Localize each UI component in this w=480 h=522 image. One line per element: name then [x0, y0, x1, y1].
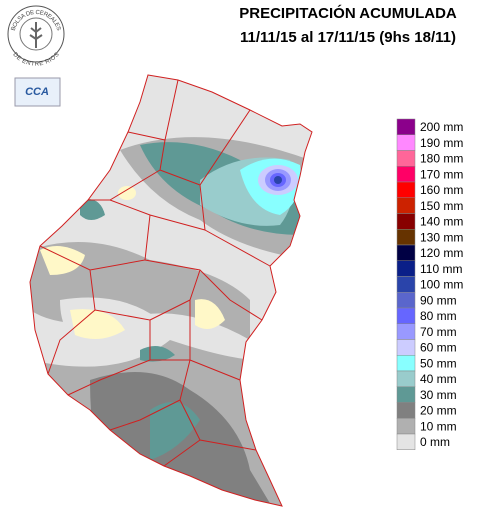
map-subtitle: 11/11/15 al 17/11/15 (9hs 18/11)	[240, 29, 456, 46]
legend-label: 100 mm	[420, 278, 463, 292]
legend-label: 30 mm	[420, 388, 457, 402]
legend-swatch	[396, 150, 416, 167]
legend-swatch	[396, 229, 416, 246]
legend-label: 190 mm	[420, 136, 463, 150]
legend-label: 70 mm	[420, 325, 457, 339]
legend-swatch	[396, 355, 416, 372]
legend-label: 80 mm	[420, 309, 457, 323]
cca-badge	[14, 77, 61, 107]
legend-swatch	[396, 370, 416, 387]
logo: BOLSA DE CEREALES DE ENTRE RIOS CCA	[7, 5, 65, 107]
legend-label: 170 mm	[420, 167, 463, 181]
legend-swatch	[396, 323, 416, 340]
legend-label: 20 mm	[420, 404, 457, 418]
legend-label: 40 mm	[420, 372, 457, 386]
legend-swatch	[396, 418, 416, 435]
legend-label: 140 mm	[420, 215, 463, 229]
legend-swatch	[396, 402, 416, 419]
legend-label: 130 mm	[420, 230, 463, 244]
legend-label: 50 mm	[420, 356, 457, 370]
legend-swatch	[396, 307, 416, 324]
legend-swatch	[396, 181, 416, 198]
legend-label: 150 mm	[420, 199, 463, 213]
legend-label: 60 mm	[420, 341, 457, 355]
legend-swatch	[396, 386, 416, 403]
map-title: PRECIPITACIÓN ACUMULADA	[239, 4, 457, 22]
legend-swatch	[396, 197, 416, 214]
legend-swatch	[396, 244, 416, 261]
legend-swatch	[396, 292, 416, 309]
legend-label: 110 mm	[420, 262, 462, 276]
legend-label: 10 mm	[420, 419, 457, 433]
legend-label: 0 mm	[420, 435, 450, 449]
legend-swatch	[396, 213, 416, 230]
province-map	[29, 74, 313, 507]
legend-swatch	[396, 134, 416, 151]
legend-swatch	[396, 276, 416, 293]
legend-label: 120 mm	[420, 246, 463, 260]
legend-label: 160 mm	[420, 183, 463, 197]
legend-swatch	[396, 166, 416, 183]
legend-label: 180 mm	[420, 152, 463, 166]
legend-swatch	[396, 433, 416, 450]
legend-swatch	[396, 260, 416, 277]
legend-swatch	[396, 118, 416, 135]
legend-label: 90 mm	[420, 293, 457, 307]
cca-text: CCA	[25, 86, 49, 98]
legend-label: 200 mm	[420, 120, 463, 134]
legend-swatch	[396, 339, 416, 356]
